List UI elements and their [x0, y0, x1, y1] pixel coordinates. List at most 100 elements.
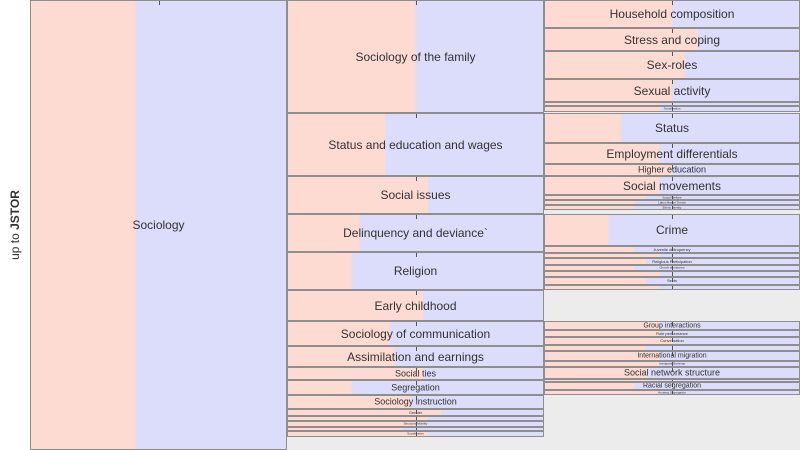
node-label: Socialization [407, 431, 424, 436]
source-caption: up to JSTOR [8, 190, 22, 260]
node-label: Sociology instruction [374, 396, 457, 407]
node-tick [672, 165, 673, 169]
node-label: Employment differentials [606, 146, 738, 161]
node-label: Sociology of communication [340, 326, 491, 341]
node-label: Status [654, 121, 690, 135]
node-label: Social Welfare [662, 195, 682, 199]
node-label: Social issues [380, 188, 451, 202]
level-2-node[interactable]: Delinquency and deviance` [287, 214, 544, 252]
level-2-node[interactable]: Social ties [287, 367, 544, 380]
node-label: Higher education [637, 164, 707, 175]
level-3-node[interactable]: Religious Participation [544, 258, 800, 265]
level-3-node[interactable]: Sects [544, 277, 800, 285]
node-label: Delinquency and deviance` [343, 226, 488, 240]
node-label: Ethnic Identity [662, 205, 682, 209]
node-tick [672, 52, 673, 56]
level-3-node[interactable]: Racial segregation [544, 382, 800, 390]
level-2-node[interactable]: Segregation [287, 380, 544, 395]
level-3-node[interactable]: Socialization [544, 106, 800, 112]
node-tick [672, 278, 673, 282]
level-3-node[interactable]: Juvenile delinquency [544, 246, 800, 253]
level-2-node[interactable]: Assimilation and earnings [287, 346, 544, 367]
node-tick [415, 215, 417, 219]
node-tick [672, 322, 673, 326]
level-3-node[interactable]: Sexual activity [544, 79, 800, 102]
node-tick [672, 177, 673, 181]
level-3-node[interactable]: Higher education [544, 164, 800, 176]
node-label: Segregation [391, 382, 440, 392]
node-tick [672, 144, 673, 148]
node-label: Social network structure [623, 367, 721, 378]
node-tick [672, 338, 673, 342]
node-label: Racial segregation [643, 382, 701, 390]
node-label: Sexual activity [633, 83, 711, 98]
level-2-node[interactable]: Status and education and wages [287, 113, 544, 176]
node-label: Sociology of the family [355, 49, 476, 64]
level-2-node[interactable]: Structural Mobility [287, 421, 544, 427]
level-3-node[interactable]: Social network structure [544, 367, 800, 379]
level-3-node[interactable]: Role performance [544, 330, 800, 337]
level-3-node[interactable]: Group interactions [544, 321, 800, 330]
node-tick [415, 422, 417, 426]
node-label: Sects [666, 278, 677, 283]
node-tick [672, 286, 673, 289]
node-tick [672, 259, 673, 263]
level-2-node[interactable]: Socialization [287, 431, 544, 437]
level-3-node[interactable]: Crime [544, 214, 800, 246]
level-2-node[interactable] [287, 427, 544, 431]
level-3-node[interactable]: Stress and coping [544, 28, 800, 51]
level-3-node[interactable]: Status [544, 113, 800, 143]
level-2-node[interactable]: Early childhood [287, 290, 544, 321]
level-3-node[interactable]: Employment differentials [544, 143, 800, 164]
node-label: Church attendance [659, 265, 685, 270]
level-2-node[interactable]: Sociology of the family [287, 0, 544, 113]
node-tick [672, 380, 673, 381]
level-3-node[interactable]: Conversation [544, 337, 800, 345]
level-2-node[interactable]: Sociology of communication [287, 321, 544, 346]
level-2-node[interactable]: Religion [287, 252, 544, 290]
node-tick [672, 206, 673, 209]
level-2-node[interactable]: Social issues [287, 176, 544, 214]
level-3-node[interactable]: Sex-roles [544, 51, 800, 79]
node-tick [672, 362, 673, 366]
level-3-node[interactable]: Ethnic Identity [544, 205, 800, 210]
node-tick [672, 107, 673, 111]
node-label: Conversation [660, 338, 684, 343]
node-label: Immigrant Earnings [658, 361, 685, 366]
level-3-node[interactable]: Social movements [544, 176, 800, 195]
level-3-node[interactable]: Household composition [544, 0, 800, 28]
level-3-node[interactable]: Housing Segregation [544, 390, 800, 395]
node-label: Gender [408, 409, 423, 415]
node-tick [672, 368, 673, 372]
node-label: Crime [656, 223, 688, 237]
node-tick [415, 291, 417, 295]
node-tick [415, 410, 417, 414]
node-tick [415, 381, 417, 385]
level-2-node[interactable]: Sociology instruction [287, 395, 544, 409]
node-tick [672, 103, 673, 105]
level-1-node[interactable]: Sociology [30, 0, 287, 450]
node-tick [672, 215, 673, 219]
node-label: Sex-roles [646, 58, 698, 72]
node-tick [158, 1, 160, 5]
node-tick [672, 247, 673, 251]
source-name: JSTOR [8, 190, 22, 230]
level-3-node[interactable] [544, 285, 800, 290]
level-2-node[interactable]: Gender [287, 409, 544, 416]
node-tick [672, 1, 673, 5]
node-label: Social ties [394, 368, 437, 378]
node-tick [672, 272, 673, 276]
node-tick [415, 368, 417, 372]
node-tick [415, 114, 417, 118]
node-label: Status and education and wages [328, 137, 503, 152]
level-2-node[interactable] [287, 416, 544, 421]
node-label: Household composition [609, 7, 735, 21]
node-tick [672, 114, 673, 118]
node-tick [672, 346, 673, 350]
node-tick [672, 80, 673, 84]
node-tick [672, 391, 673, 394]
level-3-node[interactable]: International migration [544, 351, 800, 361]
node-label: Socialization [663, 106, 681, 111]
node-label: Stress and coping [623, 32, 721, 47]
node-tick [672, 196, 673, 199]
